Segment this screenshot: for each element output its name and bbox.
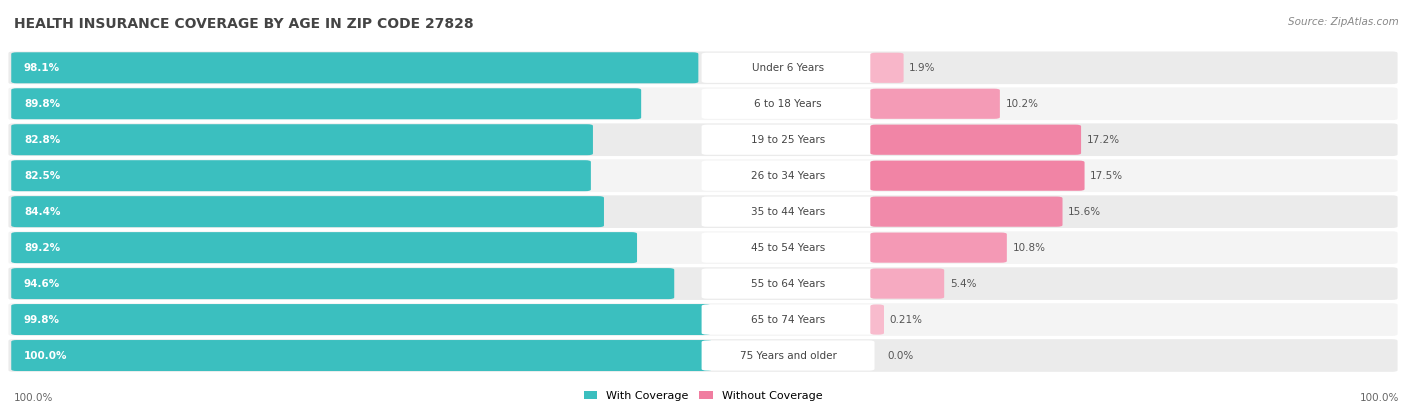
Text: 99.8%: 99.8% bbox=[24, 315, 60, 325]
Text: 45 to 54 Years: 45 to 54 Years bbox=[751, 243, 825, 253]
Text: 75 Years and older: 75 Years and older bbox=[740, 351, 837, 361]
Text: 26 to 34 Years: 26 to 34 Years bbox=[751, 171, 825, 181]
Text: 55 to 64 Years: 55 to 64 Years bbox=[751, 278, 825, 288]
Text: 100.0%: 100.0% bbox=[14, 393, 53, 403]
Text: 10.8%: 10.8% bbox=[1012, 243, 1046, 253]
Text: Source: ZipAtlas.com: Source: ZipAtlas.com bbox=[1288, 17, 1399, 27]
Text: Under 6 Years: Under 6 Years bbox=[752, 63, 824, 73]
Text: 100.0%: 100.0% bbox=[1360, 393, 1399, 403]
Text: 5.4%: 5.4% bbox=[950, 278, 976, 288]
Text: 82.8%: 82.8% bbox=[24, 135, 60, 145]
Text: 82.5%: 82.5% bbox=[24, 171, 60, 181]
Text: 19 to 25 Years: 19 to 25 Years bbox=[751, 135, 825, 145]
Legend: With Coverage, Without Coverage: With Coverage, Without Coverage bbox=[579, 386, 827, 405]
Text: 84.4%: 84.4% bbox=[24, 207, 60, 217]
Text: 10.2%: 10.2% bbox=[1005, 99, 1039, 109]
Text: 0.0%: 0.0% bbox=[887, 351, 914, 361]
Text: 89.2%: 89.2% bbox=[24, 243, 60, 253]
Text: 15.6%: 15.6% bbox=[1069, 207, 1101, 217]
Text: 89.8%: 89.8% bbox=[24, 99, 60, 109]
Text: 17.5%: 17.5% bbox=[1090, 171, 1123, 181]
Text: 1.9%: 1.9% bbox=[910, 63, 936, 73]
Text: 94.6%: 94.6% bbox=[24, 278, 60, 288]
Text: 98.1%: 98.1% bbox=[24, 63, 60, 73]
Text: 35 to 44 Years: 35 to 44 Years bbox=[751, 207, 825, 217]
Text: 6 to 18 Years: 6 to 18 Years bbox=[754, 99, 823, 109]
Text: 100.0%: 100.0% bbox=[24, 351, 67, 361]
Text: HEALTH INSURANCE COVERAGE BY AGE IN ZIP CODE 27828: HEALTH INSURANCE COVERAGE BY AGE IN ZIP … bbox=[14, 17, 474, 31]
Text: 17.2%: 17.2% bbox=[1087, 135, 1119, 145]
Text: 0.21%: 0.21% bbox=[890, 315, 922, 325]
Text: 65 to 74 Years: 65 to 74 Years bbox=[751, 315, 825, 325]
